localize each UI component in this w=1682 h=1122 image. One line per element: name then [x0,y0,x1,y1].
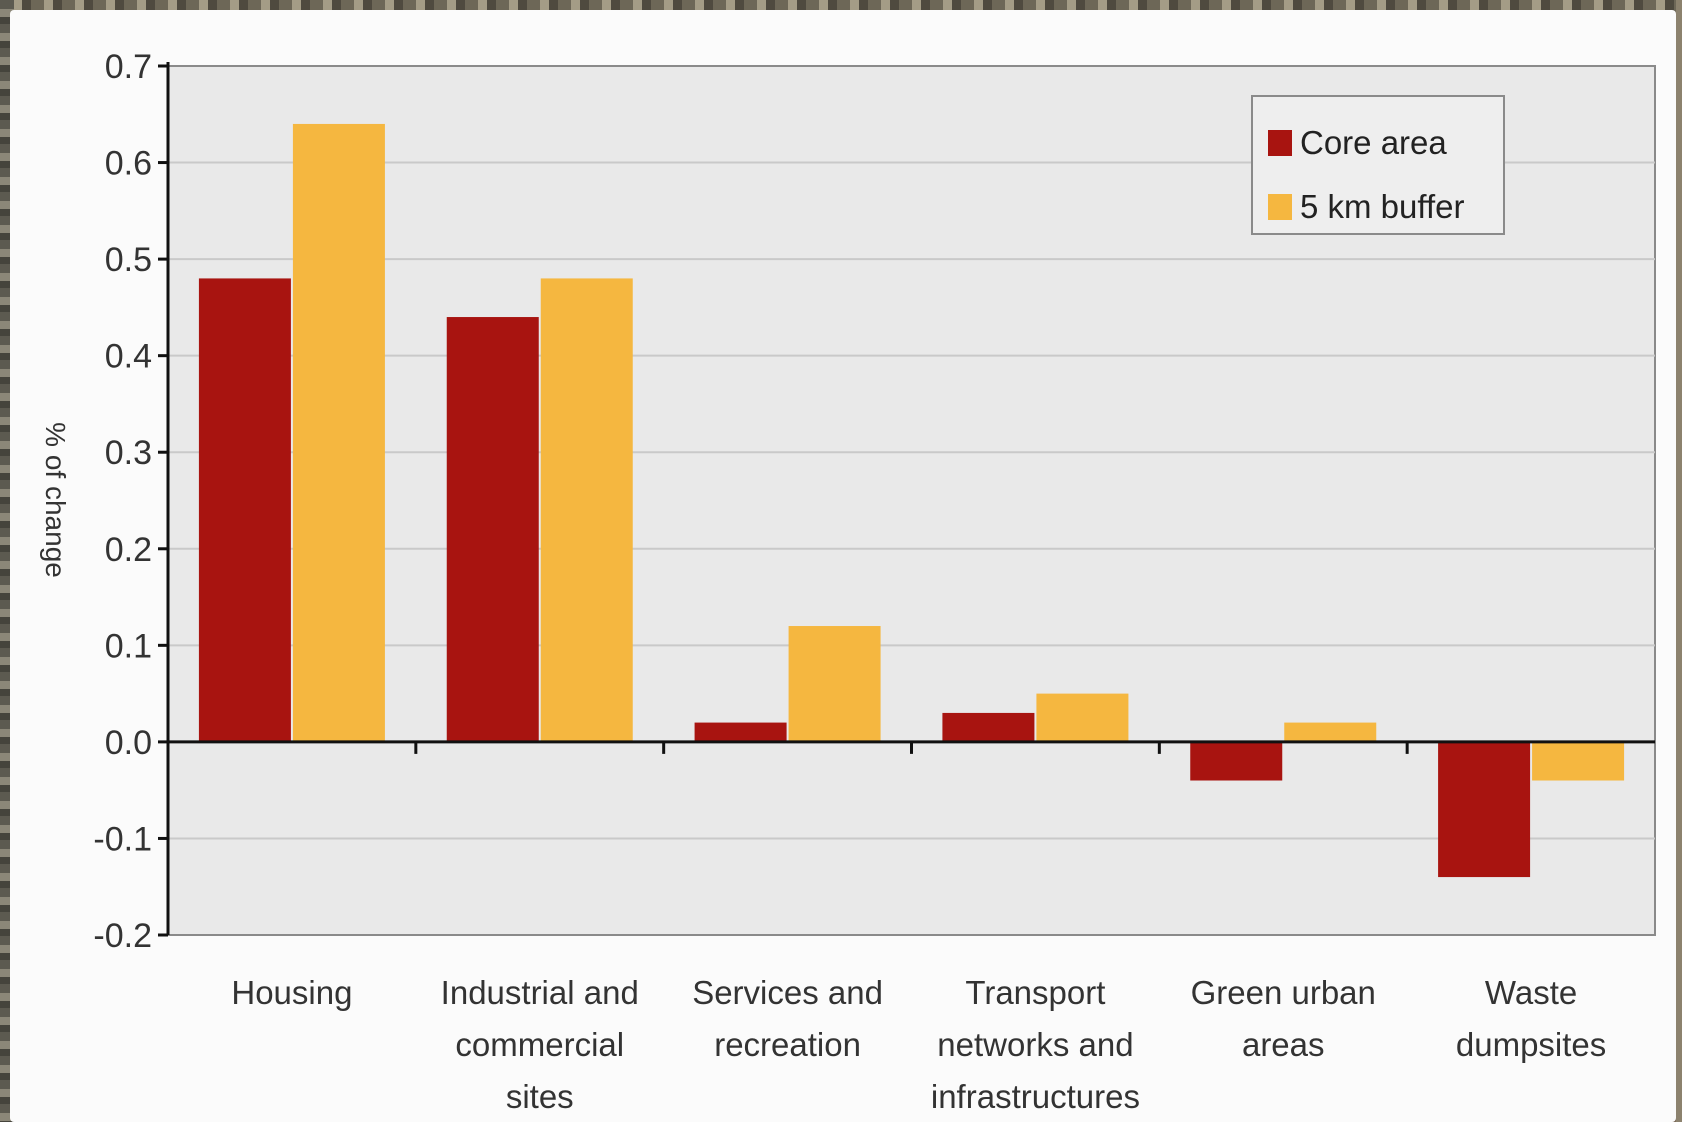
x-category-label: Housing [231,974,352,1011]
legend-swatch [1268,194,1292,220]
x-category-label-line: sites [506,1078,574,1115]
legend-box [1251,95,1505,235]
x-category-label-line: Transport [965,974,1105,1011]
axes [158,62,1655,937]
x-category-label-line: Green urban [1191,974,1376,1011]
bar-5km-buffer [1532,741,1625,781]
bar-core-area [1190,741,1283,781]
y-tick-label: 0.4 [105,338,152,376]
bar-core-area [1438,741,1531,878]
x-category-label-line: Services and [692,974,883,1011]
x-category-label-line: Waste [1485,974,1577,1011]
x-category-label: Transport networks and infrastructures [931,974,1140,1115]
y-tick-label: 0.5 [105,241,152,279]
bar-5km-buffer [1284,722,1377,742]
x-category-label-line: Housing [231,974,352,1011]
y-tick-label: -0.1 [93,820,152,858]
x-category-label-line: recreation [714,1026,861,1063]
x-category-label: Industrial and commercial sites [441,974,639,1115]
y-tick-label: -0.2 [93,917,152,955]
legend: Core area 5 km buffer [1251,95,1505,235]
y-tick-label: 0.3 [105,434,152,472]
bar-core-area [694,722,787,742]
y-tick-label: 0.2 [105,531,152,569]
x-category-label-line: commercial [455,1026,624,1063]
legend-swatch [1268,130,1292,156]
bar-5km-buffer [788,626,881,742]
gridlines [168,161,1655,840]
y-tick-label: 0.6 [105,145,152,183]
bar-5km-buffer [292,123,385,742]
x-category-label: Waste dumpsites [1456,974,1606,1063]
bar-core-area [198,278,291,742]
x-category-label: Green urban areas [1191,974,1376,1063]
y-tick-label: 0.0 [105,724,152,762]
legend-label: 5 km buffer [1300,188,1464,225]
y-tick-label: 0.1 [105,627,152,665]
bar-core-area [942,712,1035,742]
x-category-label: Services and recreation [692,974,883,1063]
photo-background-right [1676,0,1682,1122]
photo-background-top [0,0,1682,12]
y-tick-labels: 0.7 0.6 0.5 0.4 0.3 0.2 0.1 0.0 -0.1 -0.2 [93,48,152,955]
x-category-label-line: networks and [937,1026,1133,1063]
x-category-labels: Housing Industrial and commercial sites Serv… [231,974,1606,1115]
y-tick-label: 0.7 [105,48,152,86]
bar-5km-buffer [540,278,633,742]
x-category-label-line: Industrial and [441,974,639,1011]
x-category-label-line: infrastructures [931,1078,1140,1115]
bar-core-area [446,317,539,742]
legend-label: Core area [1300,124,1447,161]
x-category-label-line: dumpsites [1456,1026,1606,1063]
bars [198,123,1625,878]
y-axis-label: % of change [40,422,71,578]
x-category-label-line: areas [1242,1026,1325,1063]
bar-5km-buffer [1036,693,1129,742]
